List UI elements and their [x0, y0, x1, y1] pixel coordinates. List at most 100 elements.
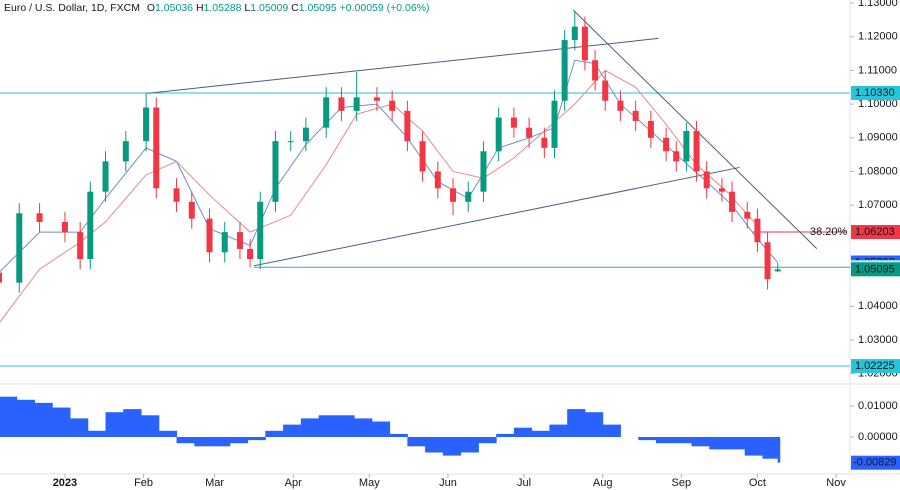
- oscillator-bar: [655, 436, 675, 444]
- oscillator-bar: [691, 436, 710, 447]
- price-badge: [851, 85, 900, 100]
- x-tick-label: Jun: [439, 477, 457, 489]
- oscillator-bar: [638, 436, 657, 441]
- oscillator-bar: [513, 427, 533, 437]
- oscillator-bar: [194, 436, 213, 447]
- candle-body: [188, 201, 195, 219]
- candle-body: [450, 188, 457, 202]
- candle-body: [693, 131, 700, 172]
- candle-body: [247, 248, 254, 260]
- candle-body: [561, 40, 568, 101]
- oscillator-bar: [549, 424, 568, 437]
- y-tick-label: 1.13000: [858, 0, 898, 9]
- oscillator-bar: [300, 418, 320, 437]
- candle-body: [510, 117, 517, 128]
- oscillator-bar: [567, 409, 586, 437]
- ohlc-letter: L: [244, 2, 250, 14]
- moving-average: [0, 59, 779, 273]
- y-tick-label: 0.00000: [858, 431, 898, 443]
- oscillator-bar: [531, 430, 550, 437]
- candle-body: [495, 117, 502, 152]
- candle-body: [236, 232, 243, 249]
- candle-body: [465, 191, 472, 202]
- candle-body: [647, 120, 654, 138]
- y-tick-label: 1.11000: [858, 64, 897, 76]
- x-tick-label: Aug: [593, 477, 613, 489]
- trendline: [572, 9, 818, 249]
- oscillator-bar: [478, 436, 497, 444]
- candle-body: [389, 100, 396, 111]
- oscillator-bar: [229, 436, 249, 444]
- candle-body: [541, 137, 548, 148]
- candle-body: [323, 97, 330, 128]
- oscillator-bar: [0, 396, 18, 437]
- candle-body: [61, 222, 68, 233]
- x-tick-label: Mar: [205, 477, 224, 489]
- y-tick-label: 1.07000: [858, 199, 898, 211]
- trendline: [253, 166, 740, 267]
- price-badge: [851, 225, 900, 240]
- candle-body: [122, 141, 129, 162]
- price-badge-label: 1.05095: [855, 263, 895, 275]
- moving-average: [0, 69, 758, 323]
- x-tick-label: Nov: [826, 477, 846, 489]
- candle-body: [404, 110, 411, 142]
- oscillator-bar: [354, 418, 373, 437]
- oscillator-bar: [407, 436, 426, 447]
- candle-body: [36, 213, 43, 223]
- oscillator-bar: [777, 436, 781, 463]
- candle-body: [729, 191, 736, 212]
- oscillator-bar: [602, 424, 621, 437]
- oscillator-bar: [709, 436, 728, 450]
- candle-body: [764, 242, 771, 280]
- trendline: [147, 37, 659, 94]
- candle-body: [632, 110, 639, 121]
- candle-body: [551, 100, 558, 148]
- oscillator-bar: [726, 436, 746, 450]
- x-tick-label: Jul: [517, 477, 531, 489]
- oscillator-bar: [425, 436, 444, 453]
- candle-body: [744, 211, 751, 219]
- oscillator-bar: [460, 436, 479, 453]
- y-tick-label: 1.03000: [858, 334, 898, 346]
- candle-body: [272, 141, 279, 202]
- oscillator-bar: [176, 436, 195, 444]
- y-tick-label: 1.08000: [858, 165, 898, 177]
- candle-body: [257, 201, 264, 260]
- symbol-title: Euro / U.S. Dollar, 1D, FXCM: [4, 2, 140, 14]
- candle-body: [480, 151, 487, 192]
- ohlc-value: 1.05036: [155, 2, 193, 14]
- y-tick-label: 0.01000: [858, 400, 898, 412]
- candle-body: [338, 97, 345, 111]
- price-badge-label: 1.06203: [855, 226, 895, 238]
- candle-body: [302, 127, 309, 142]
- x-tick-label: Sep: [672, 477, 692, 489]
- candle-body: [617, 100, 624, 111]
- price-badge: [851, 359, 900, 374]
- candle-body: [16, 213, 23, 283]
- oscillator-bar: [371, 421, 391, 437]
- x-tick-label: Oct: [749, 477, 766, 489]
- x-tick-label: Feb: [134, 477, 153, 489]
- oscillator-bar: [283, 424, 302, 437]
- oscillator-bar: [52, 407, 71, 437]
- oscillator-bar: [247, 436, 266, 441]
- oscillator-bar: [87, 430, 107, 437]
- oscillator-bar: [16, 399, 35, 437]
- change: +0.00059 (+0.06%): [340, 2, 430, 14]
- price-badge-label: 1.02225: [855, 360, 895, 372]
- oscillator-bar: [584, 412, 604, 437]
- oscillator-bar: [336, 415, 355, 437]
- candle-body: [571, 26, 578, 41]
- candle-body: [581, 26, 588, 61]
- oscillator-badge-label: -0.00829: [853, 457, 896, 469]
- candle-body: [0, 272, 2, 283]
- candle-body: [206, 218, 213, 253]
- oscillator-bar: [389, 433, 408, 437]
- x-tick-label: 2023: [53, 477, 77, 489]
- candle-body: [718, 188, 725, 192]
- candle-body: [419, 141, 426, 172]
- candle-body: [287, 141, 294, 143]
- candle-body: [592, 60, 599, 81]
